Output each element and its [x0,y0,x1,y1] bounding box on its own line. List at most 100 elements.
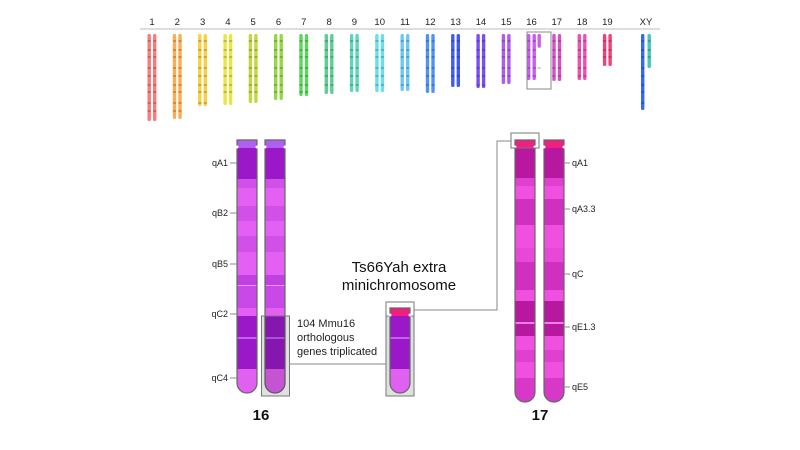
band [237,369,257,393]
karyotype-label-XY: XY [640,17,653,28]
band-mark [279,40,283,42]
band-mark [330,84,334,86]
band-mark [254,84,258,86]
band-mark [203,56,207,58]
band [390,369,410,393]
chr16-label: 16 [253,407,270,424]
band-mark [577,40,581,42]
band [515,199,535,225]
band-mark [647,40,651,42]
band [515,178,535,186]
band-mark [400,67,404,69]
band-mark [476,56,480,58]
band [515,336,535,350]
chromatid-19-a [602,34,607,66]
chromatid-14-a [476,34,480,88]
chr16-band-qA1: qA1 [212,158,228,168]
band-mark [304,91,309,93]
band-mark [198,49,202,51]
chromatid-4-b [228,34,233,105]
band-mark [641,84,645,86]
band-mark [178,56,182,58]
chromatid-16-b [532,34,536,80]
centromere [515,140,535,148]
chromatid-11-a [400,34,404,91]
band-mark [527,56,531,58]
band-mark [172,75,177,77]
band-mark [223,84,227,86]
band-mark [198,91,202,93]
band-mark [481,56,486,58]
band-mark [248,67,253,69]
band-mark [527,40,531,42]
band-mark [349,67,354,69]
band-mark [532,49,536,51]
band-mark [355,67,359,69]
band-mark [456,67,460,69]
band [237,252,257,275]
chromatid-10-a [375,34,379,92]
band-mark [557,75,562,77]
band-mark [254,40,258,42]
band-mark [501,40,506,42]
band-mark [223,40,227,42]
band-mark [228,56,233,58]
chromatid-5-a [248,34,253,103]
band-mark [647,49,651,51]
band-mark [279,75,283,77]
chromosome-outline [514,139,536,403]
band-mark [324,75,328,77]
band [265,252,285,275]
band-mark [425,56,430,58]
karyotype-label-11: 11 [400,17,410,28]
band [265,308,285,316]
band [544,322,564,324]
karyotype-label-14: 14 [476,17,487,28]
band [544,148,564,178]
band-mark [481,49,486,51]
band [237,285,257,286]
band-mark [198,56,202,58]
band-mark [425,75,430,77]
band-mark [406,84,410,86]
band-mark [248,49,253,51]
band-mark [198,84,202,86]
karyotype-label-12: 12 [425,17,436,28]
band-mark [501,75,506,77]
band-mark [254,91,258,93]
band-mark [274,56,278,58]
centromere-notch [235,145,239,149]
band [265,221,285,236]
band-mark [380,75,385,77]
band-mark [304,56,309,58]
band-mark [274,75,278,77]
band-mark [456,75,460,77]
chromatid-6-b [279,34,283,100]
band-mark [507,75,511,77]
band-mark [431,56,435,58]
band [515,362,535,378]
band-mark [178,67,182,69]
band-mark [380,67,385,69]
centromere-notch [542,145,546,149]
centromere-notch [408,313,412,317]
chr17-band-qC: qC [572,269,584,279]
band-mark [380,84,385,86]
band-mark [223,49,227,51]
band [544,301,564,322]
chr16-band-qC4: qC4 [211,373,228,383]
band [544,248,564,262]
chromatid-5-b [254,34,258,103]
chromatid-12-b [431,34,435,93]
band-mark [299,67,303,69]
band-mark [476,75,480,77]
band [265,285,285,286]
band [265,337,285,339]
band-mark [274,67,278,69]
band-mark [557,67,562,69]
band [544,290,564,301]
band [237,316,257,337]
karyotype-label-13: 13 [450,17,461,28]
band-mark [380,49,385,51]
